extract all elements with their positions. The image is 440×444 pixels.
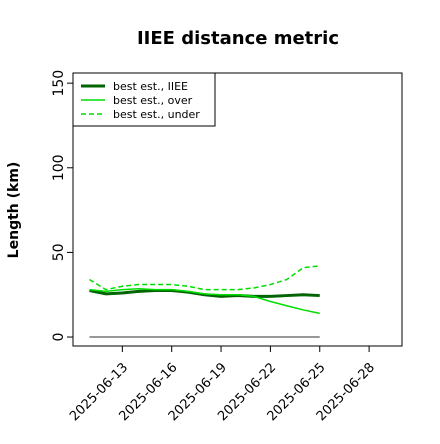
plot-frame (72, 72, 403, 347)
y-tick-label: 150 (51, 70, 67, 97)
chart-title: IIEE distance metric (137, 28, 339, 49)
y-axis-label: Length (km) (6, 162, 22, 259)
series-line (89, 265, 320, 291)
legend-label: best est., under (113, 108, 200, 121)
y-tick-label: 100 (51, 154, 67, 181)
series-line (89, 288, 320, 298)
y-tick-label: 0 (51, 333, 67, 342)
y-tick-label: 50 (51, 243, 67, 261)
series-line (89, 288, 320, 315)
legend-label: best est., over (113, 94, 193, 107)
legend-label: best est., IIEE (113, 80, 188, 93)
